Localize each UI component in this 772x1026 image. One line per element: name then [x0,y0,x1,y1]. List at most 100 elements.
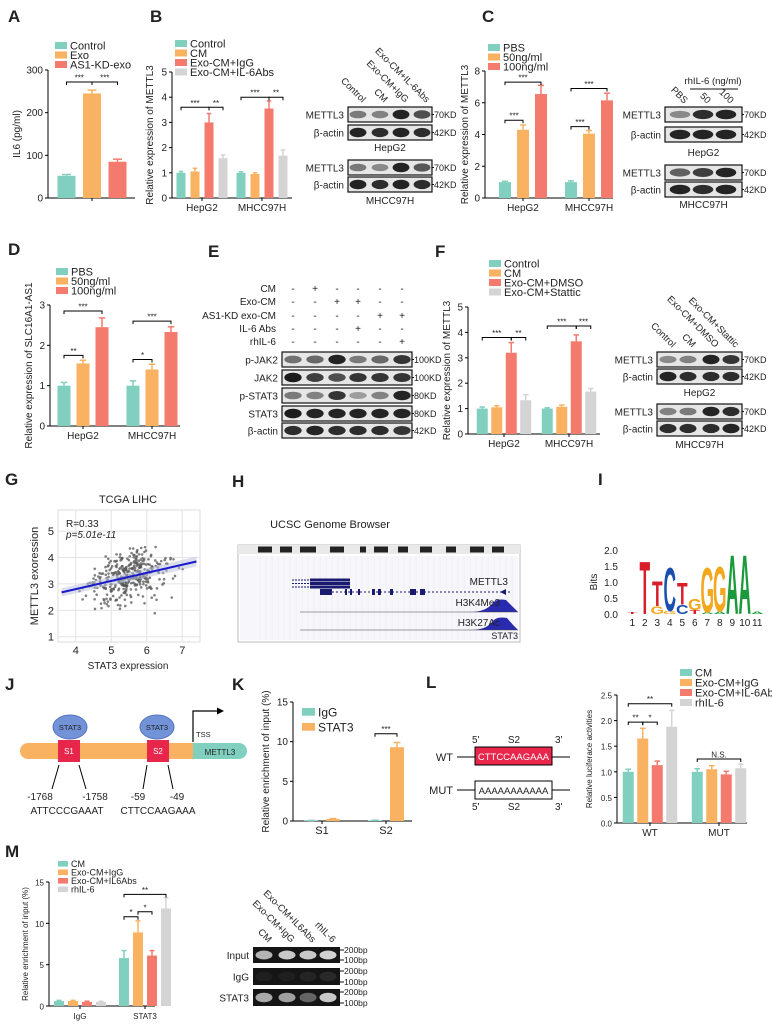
blot-band [392,162,410,173]
blot-band [284,372,302,383]
condition-sign: + [355,324,361,335]
panel-letter-b: B [150,7,162,26]
blot-band [306,373,324,382]
significance-label: *** [190,99,199,108]
blot-row-label: METTL3 [306,164,345,175]
site-sequence: ATTCCCGAAAT [31,806,104,817]
significance-label: *** [575,118,584,127]
molecular-weight-label: 100KD [414,355,442,365]
y-tick-label: 1 [39,381,45,392]
y-tick-label: 1 [161,168,167,179]
data-point [143,601,146,605]
data-point [142,580,145,584]
bar [390,747,404,821]
chart-title: TCGA LIHC [99,494,157,506]
data-point [130,551,133,555]
panel-letter-k: K [232,675,245,694]
significance-bracket [137,911,153,915]
legend-swatch [302,708,315,716]
significance-label: * [143,903,146,912]
legend-label: Exo-CM+DMSO [504,278,584,290]
transcript-exon [310,582,350,585]
blot-band [349,179,367,190]
blot-row-label: β-actin [631,186,661,197]
data-point [93,589,96,593]
blot-row-label: β-actin [314,129,344,140]
significance-label: *** [250,89,259,98]
lane-label: Control [648,321,677,350]
legend-swatch [55,61,67,68]
data-point [162,577,166,581]
position-label: -49 [170,792,185,803]
data-point [153,611,157,615]
data-point [93,597,96,601]
bar [706,769,718,823]
significance-bracket [132,358,153,363]
binding-site-label: S1 [64,747,74,756]
data-point [132,553,135,557]
data-point [141,595,145,598]
position-label: 6 [692,618,698,629]
motif-letter: T [689,609,700,615]
blot-band [722,354,740,365]
data-point [103,601,106,605]
molecular-weight-label: 80KD [414,409,437,419]
significance-bracket [504,81,542,86]
legend-label: PBS [503,43,525,55]
y-axis-label: Relative enrichment of input (%) [21,887,30,1001]
condition-sign: - [356,337,359,348]
data-point [93,574,97,577]
data-point [122,567,126,570]
p-annotation: p=5.01e-11 [65,530,116,541]
data-point [129,595,133,599]
blot-row-label: β-actin [248,427,278,438]
gene-label: METTL3 [205,748,236,757]
x-tick-label: HepG2 [507,203,539,214]
significance-bracket [268,96,284,101]
lane-label: rhIL-6 [312,920,337,945]
data-point [118,567,121,571]
significance-bracket [63,310,103,315]
blot-band [715,109,737,120]
data-point [109,567,113,570]
blot-band [349,163,367,172]
significance-label: *** [509,112,518,121]
bar [96,1001,106,1006]
legend-label: rhIL-6 [71,885,95,895]
data-point [139,562,142,565]
y-tick-label: 10 [35,920,44,929]
panel-letter-m: M [5,842,19,861]
gel-band [299,971,317,982]
y-tick-label: 6 [474,98,480,109]
y-tick-label: 1.5 [601,743,613,752]
condition-sign: - [335,337,338,348]
condition-sign: - [400,324,403,335]
stat3-protein [52,714,88,740]
legend-label: 50ng/ml [503,52,542,64]
legend-label: STAT3 [318,720,354,734]
significance-label: * [648,714,651,723]
chromosome-ideogram-block [470,546,484,553]
bar-chart-b [169,40,292,201]
significance-bracket [570,87,608,92]
x-tick-label: STAT3 [133,1012,157,1021]
data-point [100,606,103,610]
y-tick-label: 3 [161,118,167,129]
data-point [139,586,143,589]
molecular-weight-label: 42KD [434,180,457,190]
condition-sign: - [335,324,338,335]
y-tick-label: 1.0 [601,768,613,777]
data-point [143,545,147,549]
y-tick-label: 4 [457,328,463,339]
condition-sign: - [356,311,359,322]
y-tick-label: 4 [474,130,480,141]
x-tick-label: MHCC97H [545,439,593,450]
x-tick-label: HepG2 [186,203,218,214]
blot-band [349,355,367,364]
blot-band [679,423,697,434]
x-tick-label: MHCC97H [238,203,286,214]
motif-letter: T [652,574,663,613]
blot-band [349,408,367,419]
significance-label: ** [632,714,638,723]
gel-band [319,971,337,982]
